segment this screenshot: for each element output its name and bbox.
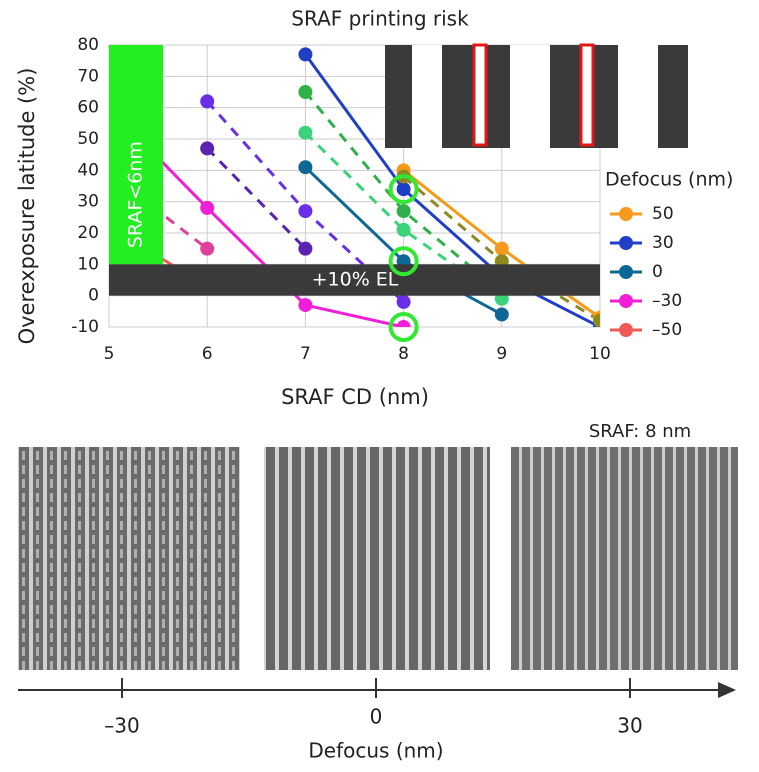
data-point	[396, 320, 411, 327]
data-point	[593, 313, 600, 327]
data-point	[200, 200, 215, 215]
legend-label: 0	[652, 262, 663, 282]
y-tick-label: 50	[77, 129, 99, 149]
data-point	[200, 241, 215, 256]
x-tick-label: 10	[589, 344, 611, 364]
data-point	[396, 182, 411, 197]
sraf	[579, 43, 595, 147]
highlight	[388, 246, 419, 277]
sem-label: SRAF: 8 nm	[589, 421, 691, 442]
legend-label: 30	[652, 233, 674, 253]
chart-title: SRAF printing risk	[291, 7, 469, 31]
annotation: SRAF<6nm	[125, 141, 147, 248]
data-point	[494, 307, 509, 322]
legend-label: 50	[652, 204, 674, 224]
defocus-tick-label: 0	[370, 705, 383, 729]
data-point	[200, 94, 215, 109]
y-tick-label: 60	[77, 98, 99, 118]
sraf-region	[109, 45, 164, 265]
el-band	[109, 264, 600, 296]
y-tick-label: 80	[77, 35, 99, 55]
y-tick-label: -10	[71, 317, 99, 337]
plot: 5 6 7 8 9 10 -10 0 10 20 30 40 50 60 70 80 SRAF printing…	[15, 7, 733, 410]
sem-image	[511, 447, 738, 670]
x-tick-label: 7	[300, 344, 311, 364]
defocus-tick-label: –30	[104, 714, 139, 738]
sraf	[472, 43, 488, 147]
x-tick-label: 9	[496, 344, 507, 364]
y-tick-label: 10	[77, 254, 99, 274]
x-tick-label: 8	[398, 344, 409, 364]
legend-swatch	[619, 236, 633, 250]
y-tick-label: 20	[77, 223, 99, 243]
x-tick-label: 6	[202, 344, 213, 364]
y-axis-label: Overexposure latitude (%)	[15, 68, 39, 345]
data-point	[298, 204, 313, 219]
highlight	[388, 174, 419, 205]
data-point	[298, 298, 313, 313]
legend-swatch	[619, 207, 633, 221]
inset-space	[510, 45, 550, 148]
defocus-tick-label: 30	[617, 714, 642, 738]
legend-swatch	[619, 294, 633, 308]
data-point	[494, 241, 509, 256]
x-axis-label: SRAF CD (nm)	[281, 385, 429, 409]
annotation: +10% EL	[312, 269, 399, 291]
inset-space	[412, 45, 442, 148]
sem-image	[18, 447, 240, 670]
defocus-axis-label: Defocus (nm)	[308, 739, 443, 763]
data-point	[396, 294, 411, 309]
legend-swatch	[619, 265, 633, 279]
x-tick-label: 5	[104, 344, 115, 364]
legend-label: –50	[652, 320, 682, 340]
axis-arrow	[718, 682, 736, 698]
series-line	[206, 147, 307, 250]
inset-space	[618, 45, 658, 148]
data-point	[298, 160, 313, 175]
highlight	[388, 312, 419, 342]
legend-label: –30	[652, 291, 682, 311]
y-tick-label: 70	[77, 66, 99, 86]
data-point	[298, 85, 313, 99]
data-point	[200, 141, 215, 156]
data-point	[298, 125, 313, 140]
y-tick-label: 0	[88, 286, 99, 306]
sem-image	[264, 447, 490, 670]
data-point	[396, 222, 411, 237]
data-point	[396, 204, 411, 219]
y-tick-label: 30	[77, 192, 99, 212]
y-tick-label: 40	[77, 160, 99, 180]
legend-swatch	[619, 323, 633, 337]
data-point	[298, 47, 313, 62]
legend-title: Defocus (nm)	[605, 169, 733, 191]
series-line	[304, 53, 600, 327]
data-point	[298, 241, 313, 256]
